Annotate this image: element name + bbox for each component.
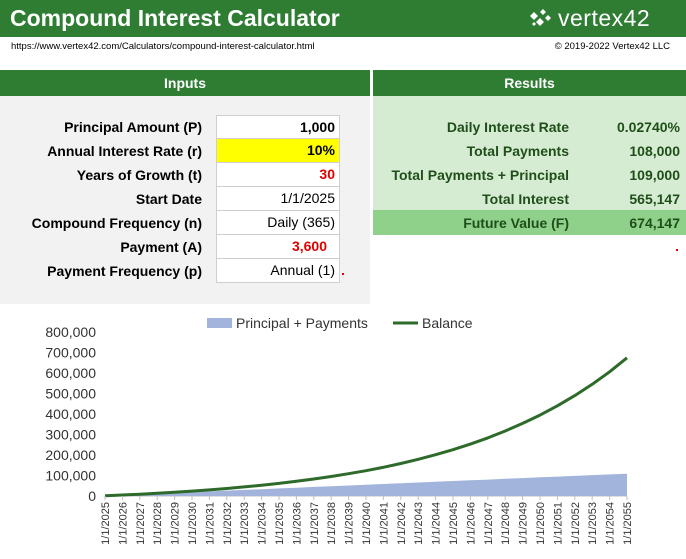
x-tick-label: 1/1/2034 xyxy=(257,502,269,545)
input-row-payment: Payment (A) 3,600 xyxy=(0,235,370,259)
principal-input[interactable]: 1,000 xyxy=(216,115,340,139)
x-tick-label: 1/1/2040 xyxy=(361,502,373,545)
brand-logo[interactable]: vertex42 xyxy=(528,4,684,32)
input-row-payment-frequency: Payment Frequency (p) Annual (1) xyxy=(0,259,370,283)
x-tick-label: 1/1/2033 xyxy=(239,502,251,545)
x-tick-label: 1/1/2041 xyxy=(378,502,390,545)
x-tick-label: 1/1/2025 xyxy=(100,502,112,545)
x-tick-label: 1/1/2046 xyxy=(465,502,477,545)
x-tick-label: 1/1/2054 xyxy=(605,502,617,545)
future-value-highlight xyxy=(373,210,686,235)
x-tick-label: 1/1/2044 xyxy=(431,502,443,545)
y-tick-label: 0 xyxy=(88,488,96,504)
start-date-input[interactable]: 1/1/2025 xyxy=(216,187,340,211)
x-tick-label: 1/1/2045 xyxy=(448,502,460,545)
page-title: Compound Interest Calculator xyxy=(10,5,340,31)
payments-principal-value: 109,000 xyxy=(629,167,680,183)
total-interest-label: Total Interest xyxy=(482,191,569,207)
y-tick-label: 100,000 xyxy=(45,468,96,484)
x-tick-label: 1/1/2039 xyxy=(344,502,356,545)
x-tick-label: 1/1/2051 xyxy=(552,502,564,545)
x-tick-label: 1/1/2031 xyxy=(204,502,216,545)
x-tick-label: 1/1/2026 xyxy=(117,502,129,545)
x-tick-label: 1/1/2029 xyxy=(170,502,182,545)
y-tick-label: 700,000 xyxy=(45,345,96,361)
input-row-compound-frequency: Compound Frequency (n) Daily (365) xyxy=(0,211,370,235)
y-tick-label: 400,000 xyxy=(45,406,96,422)
plot-area xyxy=(104,356,628,498)
input-row-start-date: Start Date 1/1/2025 xyxy=(0,187,370,211)
y-tick-label: 600,000 xyxy=(45,365,96,381)
interest-rate-input[interactable]: 10% xyxy=(216,139,340,163)
start-date-label: Start Date xyxy=(135,191,202,207)
x-tick-label: 1/1/2038 xyxy=(326,502,338,545)
future-value-label: Future Value (F) xyxy=(463,215,569,231)
x-tick-label: 1/1/2037 xyxy=(309,502,321,545)
compound-frequency-label: Compound Frequency (n) xyxy=(31,215,202,231)
principal-label: Principal Amount (P) xyxy=(64,119,202,135)
x-tick-label: 1/1/2042 xyxy=(396,502,408,545)
inputs-heading: Inputs xyxy=(0,70,370,96)
payment-frequency-label: Payment Frequency (p) xyxy=(47,263,202,279)
daily-rate-label: Daily Interest Rate xyxy=(446,119,569,135)
page-url[interactable]: https://www.vertex42.com/Calculators/com… xyxy=(11,41,315,52)
payment-label: Payment (A) xyxy=(120,239,202,255)
future-value-value: 674,147 xyxy=(629,215,680,231)
x-tick-label: 1/1/2030 xyxy=(187,502,199,545)
legend-label-principal: Principal + Payments xyxy=(236,315,368,331)
cell-marker xyxy=(342,273,344,275)
y-tick-label: 500,000 xyxy=(45,386,96,402)
x-tick-label: 1/1/2055 xyxy=(622,502,634,545)
x-tick-label: 1/1/2052 xyxy=(570,502,582,545)
interest-rate-label: Annual Interest Rate (r) xyxy=(47,143,202,159)
years-label: Years of Growth (t) xyxy=(76,167,202,183)
total-payments-value: 108,000 xyxy=(629,143,680,159)
x-axis: 1/1/2025 1/1/2026 1/1/2027 1/1/2028 1/1/2029… xyxy=(100,496,634,545)
compound-frequency-select[interactable]: Daily (365) xyxy=(216,211,340,235)
input-row-principal: Principal Amount (P) 1,000 xyxy=(0,115,370,139)
input-row-rate: Annual Interest Rate (r) 10% xyxy=(0,139,370,163)
payment-input[interactable]: 3,600 xyxy=(216,235,340,259)
y-tick-label: 200,000 xyxy=(45,447,96,463)
x-tick-label: 1/1/2050 xyxy=(535,502,547,545)
daily-rate-value: 0.02740% xyxy=(616,119,680,135)
x-tick-label: 1/1/2048 xyxy=(500,502,512,545)
balance-line xyxy=(104,356,628,498)
x-tick-label: 1/1/2032 xyxy=(222,502,234,545)
vertex42-logo-icon xyxy=(530,9,551,26)
results-heading: Results xyxy=(373,70,686,96)
chart-legend: Principal + Payments Balance xyxy=(207,315,473,331)
legend-swatch-principal xyxy=(207,318,232,328)
payment-frequency-select[interactable]: Annual (1) xyxy=(216,259,340,283)
total-payments-label: Total Payments xyxy=(466,143,569,159)
balance-chart: Principal + Payments Balance 0 100,000 200,… xyxy=(45,315,634,545)
x-tick-label: 1/1/2043 xyxy=(413,502,425,545)
x-tick-label: 1/1/2047 xyxy=(483,502,495,545)
total-interest-value: 565,147 xyxy=(629,191,680,207)
brand-name: vertex42 xyxy=(558,4,651,31)
x-tick-label: 1/1/2027 xyxy=(135,502,147,545)
y-tick-label: 300,000 xyxy=(45,427,96,443)
x-tick-label: 1/1/2049 xyxy=(518,502,530,545)
input-row-years: Years of Growth (t) 30 xyxy=(0,163,370,187)
years-input[interactable]: 30 xyxy=(216,163,340,187)
x-tick-label: 1/1/2035 xyxy=(274,502,286,545)
x-tick-label: 1/1/2053 xyxy=(587,502,599,545)
cell-marker xyxy=(676,249,678,251)
payments-principal-label: Total Payments + Principal xyxy=(391,167,569,183)
legend-label-balance: Balance xyxy=(422,315,473,331)
x-tick-label: 1/1/2036 xyxy=(291,502,303,545)
title-bar: Compound Interest Calculator vertex42 xyxy=(0,0,686,37)
x-tick-label: 1/1/2028 xyxy=(152,502,164,545)
principal-payments-area xyxy=(105,473,627,496)
copyright-text: © 2019-2022 Vertex42 LLC xyxy=(554,41,670,52)
y-tick-label: 800,000 xyxy=(45,324,96,340)
